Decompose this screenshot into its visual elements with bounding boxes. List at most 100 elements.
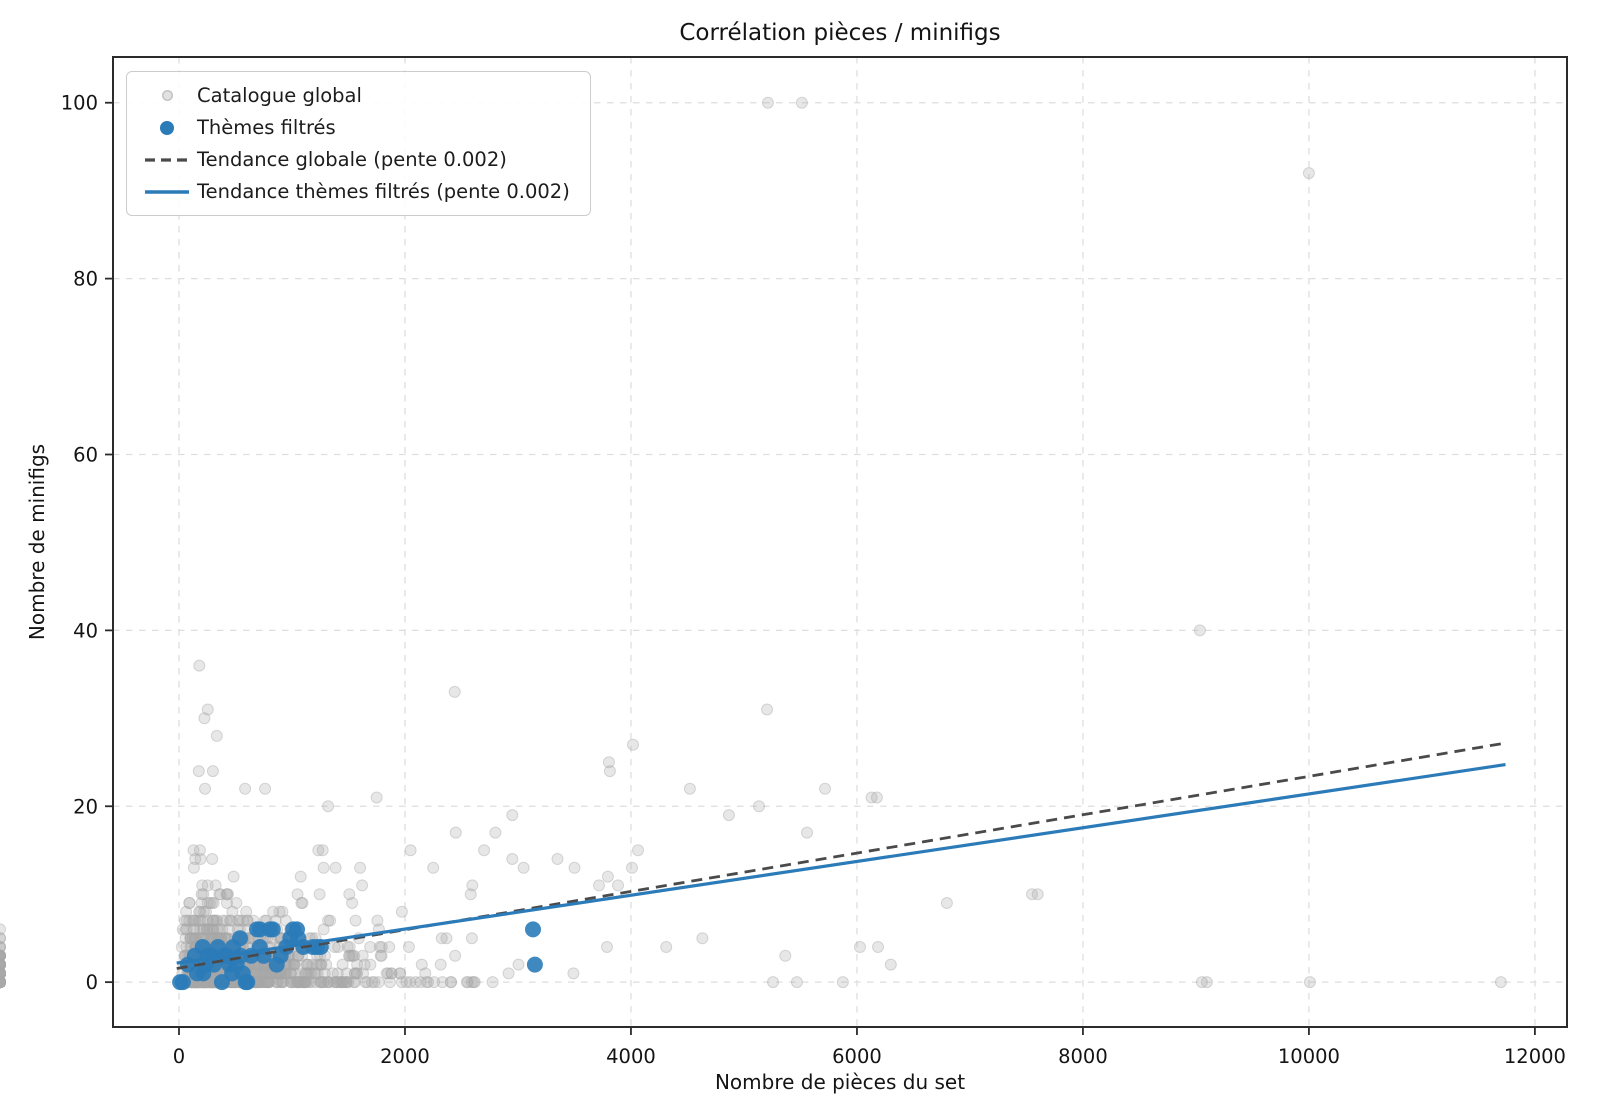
catalogue-point xyxy=(192,914,205,927)
catalogue-point xyxy=(0,976,6,989)
catalogue-point xyxy=(336,976,349,989)
catalogue-point xyxy=(179,932,192,945)
catalogue-point xyxy=(0,976,6,989)
catalogue-point xyxy=(383,941,396,953)
catalogue-point xyxy=(294,870,307,883)
theme-point xyxy=(174,974,191,991)
catalogue-point xyxy=(0,976,6,989)
catalogue-point xyxy=(632,844,644,857)
catalogue-point xyxy=(205,897,218,909)
catalogue-point xyxy=(0,967,6,980)
catalogue-point xyxy=(301,958,313,971)
catalogue-point xyxy=(262,976,275,989)
catalogue-point xyxy=(1303,976,1316,989)
catalogue-point xyxy=(449,949,462,962)
catalogue-point xyxy=(502,967,515,980)
catalogue-point xyxy=(568,861,581,874)
catalogue-point xyxy=(183,914,196,927)
catalogue-point xyxy=(357,967,369,980)
catalogue-point xyxy=(330,976,343,989)
catalogue-point xyxy=(0,958,6,971)
catalogue-point xyxy=(313,958,326,971)
catalogue-point xyxy=(203,897,216,909)
catalogue-point xyxy=(322,800,335,813)
catalogue-point xyxy=(464,888,477,901)
catalogue-point xyxy=(461,976,474,989)
catalogue-point xyxy=(0,932,6,945)
catalogue-point xyxy=(0,976,6,989)
catalogue-point xyxy=(506,853,519,865)
catalogue-point xyxy=(321,976,334,989)
catalogue-point xyxy=(291,976,304,989)
catalogue-point xyxy=(0,967,6,980)
catalogue-point xyxy=(0,958,6,971)
catalogue-point xyxy=(0,976,6,989)
catalogue-point xyxy=(0,976,6,989)
catalogue-point xyxy=(208,914,221,927)
catalogue-point xyxy=(0,976,6,989)
catalogue-point xyxy=(395,905,408,918)
catalogue-point xyxy=(0,976,6,989)
catalogue-point xyxy=(349,976,361,989)
catalogue-point xyxy=(0,976,6,989)
catalogue-point xyxy=(263,976,275,989)
catalogue-point xyxy=(0,976,6,989)
catalogue-point xyxy=(444,976,457,989)
catalogue-point xyxy=(0,976,6,989)
catalogue-point xyxy=(0,941,6,953)
catalogue-point xyxy=(231,914,244,927)
catalogue-point xyxy=(0,967,6,980)
catalogue-point xyxy=(0,976,6,989)
catalogue-point xyxy=(854,941,866,953)
catalogue-point xyxy=(0,976,6,989)
catalogue-point xyxy=(346,949,359,962)
catalogue-point xyxy=(186,932,199,945)
catalogue-point xyxy=(0,967,6,980)
catalogue-point xyxy=(0,976,6,989)
catalogue-point xyxy=(0,967,6,980)
catalogue-point xyxy=(0,958,6,971)
chart-title: Corrélation pièces / minifigs xyxy=(679,20,1001,46)
catalogue-point xyxy=(0,949,6,962)
catalogue-point xyxy=(318,976,330,989)
catalogue-point xyxy=(0,976,6,989)
catalogue-point xyxy=(0,976,6,989)
catalogue-point xyxy=(194,905,207,918)
catalogue-global-points xyxy=(0,782,897,989)
catalogue-point xyxy=(512,958,525,971)
catalogue-point xyxy=(187,932,200,945)
catalogue-point xyxy=(276,905,289,918)
catalogue-point xyxy=(198,712,211,725)
catalogue-point xyxy=(385,967,398,980)
catalogue-point xyxy=(0,976,6,989)
catalogue-point xyxy=(0,976,6,989)
catalogue-point xyxy=(345,949,358,962)
catalogue-point xyxy=(220,888,233,901)
catalogue-point xyxy=(0,976,6,989)
catalogue-point xyxy=(334,976,347,989)
catalogue-point xyxy=(372,976,385,989)
catalogue-point xyxy=(285,967,297,980)
catalogue-point xyxy=(0,976,6,989)
catalogue-point xyxy=(0,976,6,989)
catalogue-point xyxy=(0,958,6,971)
catalogue-point xyxy=(761,703,773,716)
catalogue-point xyxy=(258,976,271,989)
catalogue-point xyxy=(0,958,6,971)
legend-item-label: Thèmes filtrés xyxy=(197,116,336,139)
catalogue-point xyxy=(0,967,6,980)
catalogue-point xyxy=(0,967,6,980)
catalogue-point xyxy=(0,976,6,989)
catalogue-point xyxy=(428,976,441,989)
catalogue-point xyxy=(350,967,363,980)
catalogue-point xyxy=(373,941,386,953)
catalogue-point xyxy=(0,958,6,971)
catalogue-point xyxy=(0,967,6,980)
catalogue-point xyxy=(449,826,462,839)
catalogue-point xyxy=(189,914,202,927)
catalogue-point xyxy=(380,967,393,980)
catalogue-point xyxy=(211,923,224,936)
catalogue-point xyxy=(0,976,6,989)
catalogue-point xyxy=(295,897,308,909)
catalogue-point xyxy=(0,976,6,989)
